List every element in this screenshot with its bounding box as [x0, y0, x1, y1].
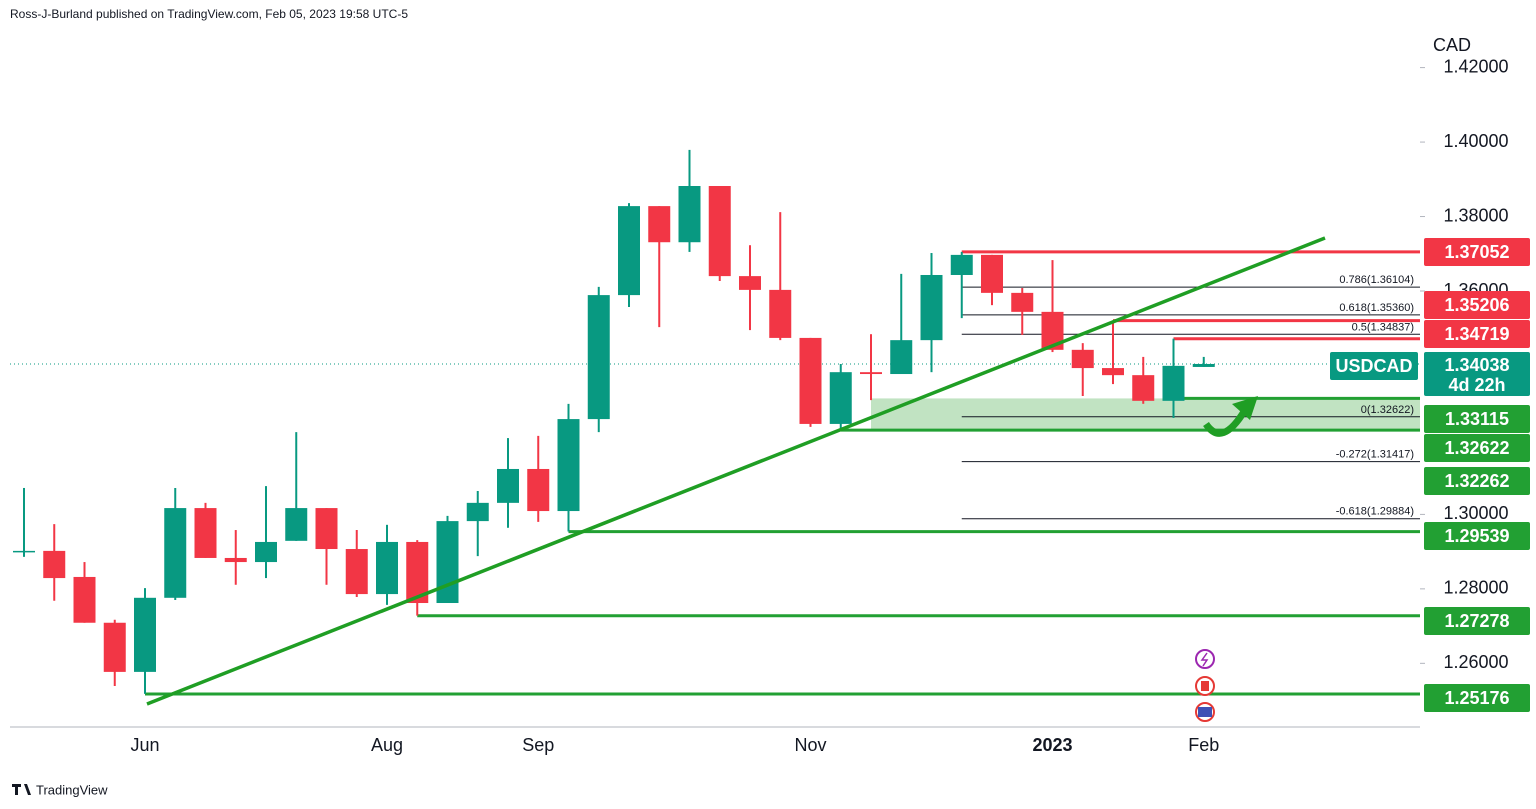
- candle-body: [43, 550, 66, 579]
- candle-body: [103, 622, 126, 672]
- candle-body: [224, 557, 247, 563]
- y-tick-label: 1.26000: [1443, 652, 1508, 672]
- candle-body: [981, 254, 1003, 293]
- x-tick-label: Nov: [794, 735, 826, 755]
- level-label: 1.25176: [1444, 688, 1509, 708]
- candle-body: [890, 340, 913, 375]
- header: Ross-J-Burland published on TradingView.…: [10, 7, 408, 21]
- candle-body: [950, 254, 973, 275]
- candle-body: [376, 541, 398, 595]
- footer: TradingView: [36, 782, 108, 797]
- fib-label: 0(1.32622): [1361, 404, 1414, 416]
- candle-body: [920, 274, 943, 341]
- candle-body: [587, 295, 610, 420]
- candle-body: [739, 276, 761, 290]
- candle-body: [678, 186, 701, 243]
- x-tick-label: Feb: [1188, 735, 1219, 755]
- candle-body: [1192, 363, 1215, 367]
- last-price-label: 1.34038: [1444, 355, 1509, 375]
- fib-label: 0.618(1.35360): [1339, 302, 1414, 314]
- event-icon[interactable]: [1195, 649, 1215, 669]
- level-label-box: [1424, 607, 1530, 635]
- y-tick-label: 1.40000: [1443, 131, 1508, 151]
- arrow-head: [1232, 396, 1258, 420]
- flag-us: [1198, 707, 1212, 717]
- candle-body: [1162, 365, 1185, 401]
- symbol-box: [1330, 352, 1418, 380]
- event-icon-glyph: [1200, 652, 1209, 667]
- candle-body: [194, 508, 217, 558]
- plot: 1.260001.280001.300001.360001.380001.400…: [10, 56, 1509, 755]
- level-label-box: [1424, 320, 1530, 348]
- candle-body: [1132, 375, 1155, 401]
- arrow: [1203, 408, 1248, 437]
- countdown-label: 4d 22h: [1448, 375, 1505, 395]
- candle-body: [557, 419, 580, 512]
- candle-body: [255, 541, 277, 563]
- candle-body: [436, 521, 459, 604]
- candle-body: [1041, 311, 1064, 350]
- x-tick-label: 2023: [1032, 735, 1072, 755]
- fib-label: -0.272(1.31417): [1336, 449, 1414, 461]
- candle-body: [164, 508, 187, 598]
- candle-body: [406, 541, 429, 604]
- candle-body: [648, 206, 671, 243]
- x-tick-label: Aug: [371, 735, 403, 755]
- candle-body: [799, 337, 822, 424]
- candle-body: [466, 502, 489, 522]
- level-label: 1.35206: [1444, 295, 1509, 315]
- currency: CAD: [1433, 35, 1471, 55]
- logo: [12, 784, 31, 795]
- x-tick-label: Sep: [522, 735, 554, 755]
- level-label: 1.34719: [1444, 324, 1509, 344]
- flag-ca: [1201, 681, 1209, 691]
- level-label-box: [1424, 238, 1530, 266]
- level-label: 1.33115: [1445, 409, 1509, 429]
- y-tick-label: 1.30000: [1443, 503, 1508, 523]
- level-label: 1.27278: [1444, 611, 1509, 631]
- last-price-box: [1424, 352, 1530, 396]
- candle-body: [618, 206, 640, 296]
- fib-label: 0.5(1.34837): [1352, 321, 1414, 333]
- y-tick-label: 1.28000: [1443, 578, 1508, 598]
- level-label: 1.32622: [1444, 438, 1509, 458]
- x-tick-label: Jun: [130, 735, 159, 755]
- candle-body: [1102, 368, 1124, 376]
- candle-body: [134, 597, 156, 672]
- level-label: 1.29539: [1444, 526, 1509, 546]
- level-label-box: [1424, 467, 1530, 495]
- level-label-box: [1424, 522, 1530, 550]
- level-label: 1.32262: [1444, 471, 1509, 491]
- candle-body: [285, 508, 308, 541]
- level-label-box: [1424, 434, 1530, 462]
- support-zone: [871, 398, 1420, 431]
- symbol-label: USDCAD: [1335, 356, 1412, 376]
- y-tick-label: 1.42000: [1443, 56, 1508, 76]
- level-label-box: [1424, 405, 1530, 433]
- candle-body: [829, 372, 852, 424]
- fib-label: -0.618(1.29884): [1336, 506, 1414, 518]
- level-label-box: [1424, 684, 1530, 712]
- candle-body: [769, 289, 792, 338]
- candle-body: [73, 576, 96, 623]
- y-tick-label: 1.38000: [1443, 205, 1508, 225]
- candle-body: [345, 549, 368, 595]
- candle-body: [1071, 349, 1094, 369]
- level-label: 1.37052: [1444, 242, 1509, 262]
- candle-body: [708, 186, 731, 277]
- fib-label: 0.786(1.36104): [1339, 274, 1414, 286]
- candle-body: [860, 372, 882, 375]
- candle-body: [1011, 292, 1034, 312]
- trendline: [146, 236, 1326, 706]
- candle-body: [13, 550, 35, 553]
- candle-body: [497, 468, 519, 503]
- level-label-box: [1424, 291, 1530, 319]
- candle-body: [527, 468, 550, 512]
- candle-body: [315, 508, 338, 550]
